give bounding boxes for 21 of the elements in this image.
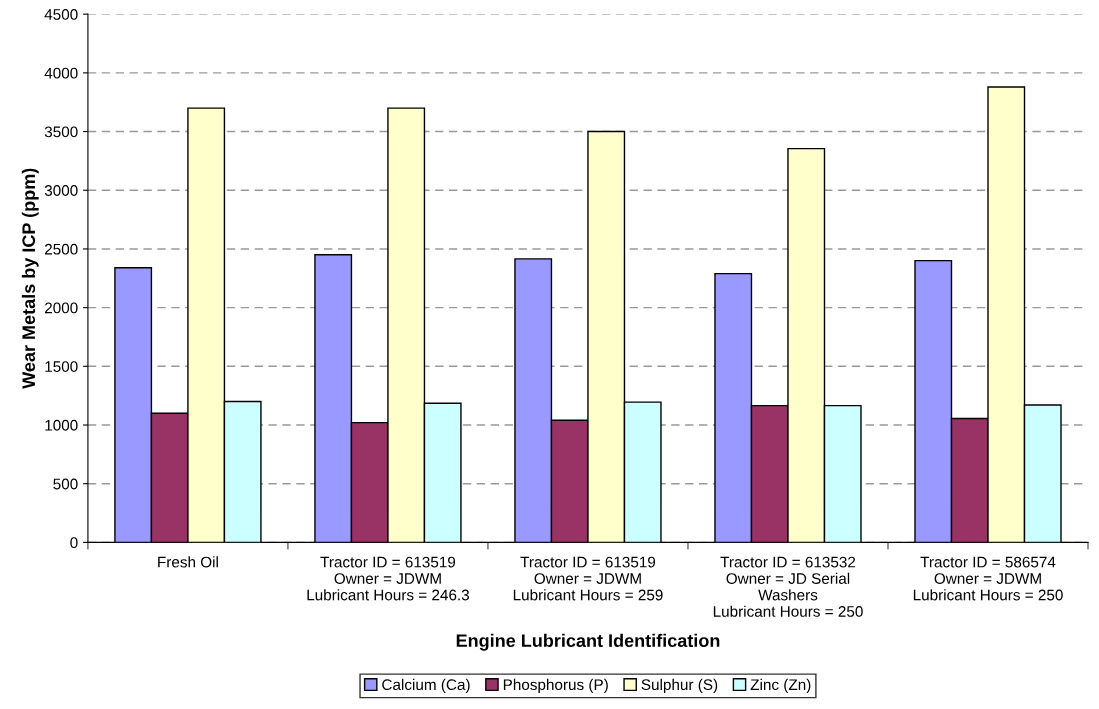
y-tick-label: 0 [70,537,78,549]
legend-label: Calcium (Ca) [382,678,470,694]
y-tick-label: 3500 [44,126,78,138]
y-tick-label: 2500 [44,243,78,255]
y-tick-label: 4000 [44,67,78,79]
legend-label: Zinc (Zn) [750,678,811,694]
legend-label: Sulphur (S) [641,678,718,694]
y-tick-label: 500 [53,478,78,490]
x-axis-title: Engine Lubricant Identification [456,633,720,651]
y-axis-title: Wear Metals by ICP (ppm) [21,168,39,389]
x-tick-label: Tractor ID = 586574 Owner = JDWM Lubricant Hours = 250 [913,556,1063,601]
y-tick-label: 1000 [45,419,78,431]
legend-label: Phosphorus (P) [503,678,608,694]
y-tick-label: 4500 [44,9,78,20]
x-tick-label: Tractor ID = 613519 Owner = JDWM Lubricant Hours = 246.3 [307,556,470,601]
y-tick-label: 3000 [44,185,78,196]
x-tick-label: Tractor ID = 613532 Owner = JD Serial Washers Lubricant Hours = 250 [713,556,863,617]
y-tick-label: 1500 [45,361,78,372]
y-tick-label: 2000 [44,302,78,314]
x-tick-label: Fresh Oil [158,556,218,568]
x-tick-label: Tractor ID = 613519 Owner = JDWM Lubricant Hours = 259 [513,556,663,601]
